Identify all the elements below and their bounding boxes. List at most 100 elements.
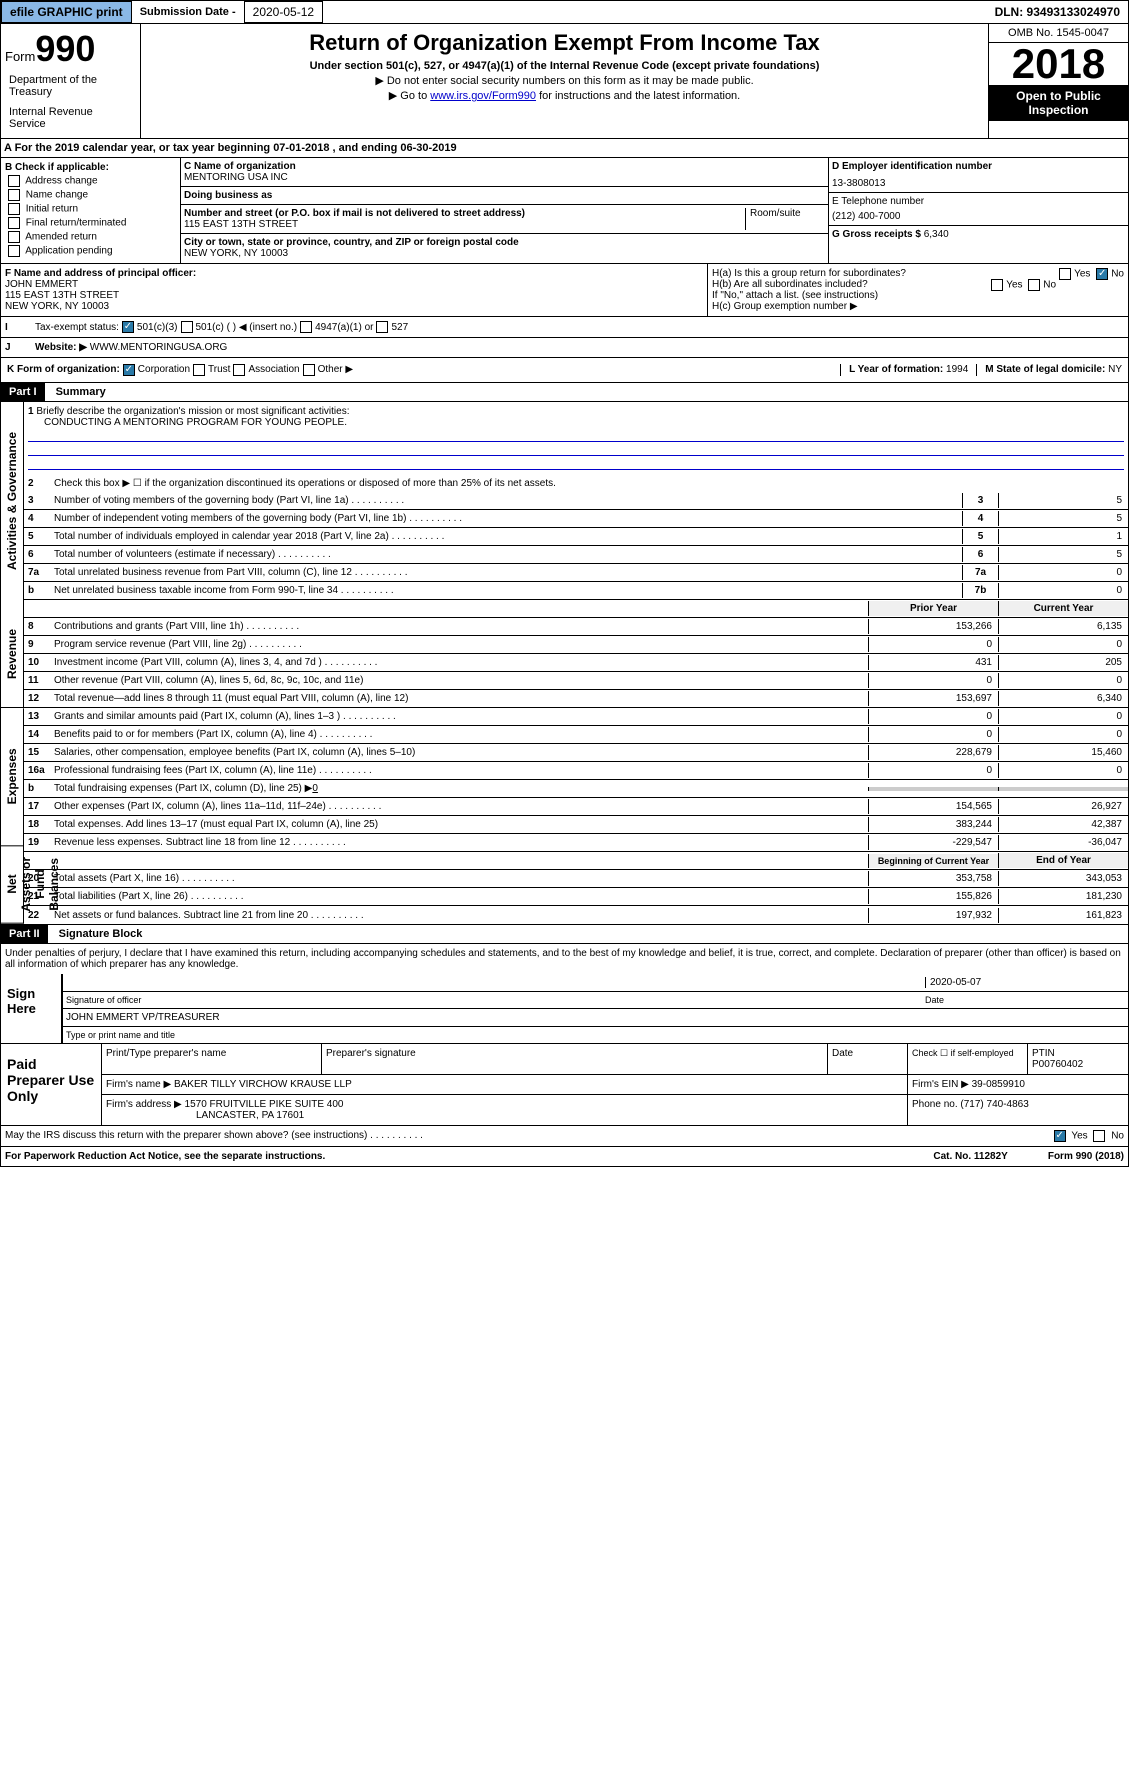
l16a: Professional fundraising fees (Part IX, … [52,763,868,778]
v6: 5 [998,547,1128,562]
chk-name[interactable] [8,189,20,201]
dept: Department of the Treasury [5,70,136,102]
subtitle-2: ▶ Do not enter social security numbers o… [147,74,982,87]
hb-yes[interactable] [991,279,1003,291]
yes-lbl2: Yes [1006,280,1022,291]
p19: -229,547 [868,835,998,850]
form-number: 990 [35,28,95,69]
c18: 42,387 [998,817,1128,832]
irs-link[interactable]: www.irs.gov/Form990 [430,90,536,102]
officer-sig-name: JOHN EMMERT VP/TREASURER [66,1012,220,1023]
ha-yes[interactable] [1059,268,1071,280]
gross-receipts: 6,340 [924,229,949,240]
city: NEW YORK, NY 10003 [184,248,825,259]
open-public: Open to Public Inspection [989,85,1128,121]
v7a: 0 [998,565,1128,580]
l9: Program service revenue (Part VIII, line… [52,637,868,652]
chk-init[interactable] [8,203,20,215]
l20: Total assets (Part X, line 16) [52,871,868,886]
lbl-4947: 4947(a)(1) or [315,322,373,333]
chk-final[interactable] [8,217,20,229]
chk-addr[interactable] [8,175,20,187]
chk-amend[interactable] [8,231,20,243]
officer-addr1: 115 EAST 13TH STREET [5,290,703,301]
eoy-hdr: End of Year [998,853,1128,868]
lbl-501c: 501(c) ( ) ◀ (insert no.) [196,322,298,333]
signature-block: Under penalties of perjury, I declare th… [0,944,1129,1126]
part1-header: Part I Summary [0,383,1129,402]
website-row: J Website: ▶ WWW.MENTORINGUSA.ORG [0,338,1129,358]
l12: Total revenue—add lines 8 through 11 (mu… [52,691,868,706]
dba-label: Doing business as [184,190,825,201]
form-word: Form [5,49,35,64]
sub3-pre: ▶ Go to [389,90,430,102]
ptin-label: PTIN [1032,1048,1124,1059]
lbl-other: Other ▶ [318,364,353,376]
hb-note: If "No," attach a list. (see instruction… [712,290,1124,301]
discuss-no[interactable] [1093,1130,1105,1142]
firm-ein-label: Firm's EIN ▶ [912,1079,969,1090]
boxes-bcde: B Check if applicable: Address change Na… [0,158,1129,264]
period-row: A For the 2019 calendar year, or tax yea… [0,139,1129,158]
c9: 0 [998,637,1128,652]
c17: 26,927 [998,799,1128,814]
firm-addr1: 1570 FRUITVILLE PIKE SUITE 400 [185,1099,344,1110]
c20: 343,053 [998,871,1128,886]
chk-4947[interactable] [300,321,312,333]
type-name-label: Type or print name and title [63,1027,1128,1043]
k-label: K Form of organization: [7,364,120,376]
chk-501c[interactable] [181,321,193,333]
part1-body: Activities & Governance Revenue Expenses… [0,402,1129,925]
c-name-label: C Name of organization [184,161,825,172]
form-footer: Form 990 (2018) [1048,1151,1124,1162]
tax-year: 2018 [989,43,1128,85]
prior-hdr: Prior Year [868,601,998,616]
no-lbl2: No [1043,280,1056,291]
website: WWW.MENTORINGUSA.ORG [90,342,228,353]
org-name: MENTORING USA INC [184,172,825,183]
lbl-final: Final return/terminated [26,218,127,229]
chk-527[interactable] [376,321,388,333]
lbl-corp: Corporation [138,364,190,376]
firm-ein: 39-0859910 [972,1079,1025,1090]
efile-btn[interactable]: efile GRAPHIC print [1,1,132,23]
chk-assoc[interactable] [233,364,245,376]
p16a: 0 [868,763,998,778]
p8: 153,266 [868,619,998,634]
part2-num: Part II [1,925,48,943]
officer-addr2: NEW YORK, NY 10003 [5,301,703,312]
chk-corp[interactable]: ✓ [123,364,135,376]
city-label: City or town, state or province, country… [184,237,825,248]
main-title: Return of Organization Exempt From Incom… [147,30,982,56]
part1-num: Part I [1,383,45,401]
sign-here: Sign Here [1,974,61,1043]
chk-trust[interactable] [193,364,205,376]
l1-label: Briefly describe the organization's miss… [36,406,349,417]
chk-501c3[interactable]: ✓ [122,321,134,333]
c16a: 0 [998,763,1128,778]
p21: 155,826 [868,889,998,904]
form-header: Form990 Department of the Treasury Inter… [0,24,1129,139]
subm-date: 2020-05-12 [244,1,323,23]
discuss-yes[interactable]: ✓ [1054,1130,1066,1142]
lbl-addr: Address change [25,176,97,187]
hb-label: H(b) Are all subordinates included? [712,279,868,290]
v4: 5 [998,511,1128,526]
e-label: E Telephone number [832,196,1125,207]
part1-title: Summary [48,383,114,401]
ha-no[interactable]: ✓ [1096,268,1108,280]
l18: Total expenses. Add lines 13–17 (must eq… [52,817,868,832]
street-label: Number and street (or P.O. box if mail i… [184,208,745,219]
m-label: M State of legal domicile: [985,364,1105,375]
p12: 153,697 [868,691,998,706]
chk-app[interactable] [8,245,20,257]
prep-sig-label: Preparer's signature [322,1044,828,1074]
box-b-label: B Check if applicable: [5,162,176,173]
lbl-name: Name change [26,190,88,201]
firm-name: BAKER TILLY VIRCHOW KRAUSE LLP [174,1079,352,1090]
dln: DLN: 93493133024970 [987,2,1128,22]
sub3-post: for instructions and the latest informat… [536,90,740,102]
c12: 6,340 [998,691,1128,706]
hb-no[interactable] [1028,279,1040,291]
chk-other[interactable] [303,364,315,376]
